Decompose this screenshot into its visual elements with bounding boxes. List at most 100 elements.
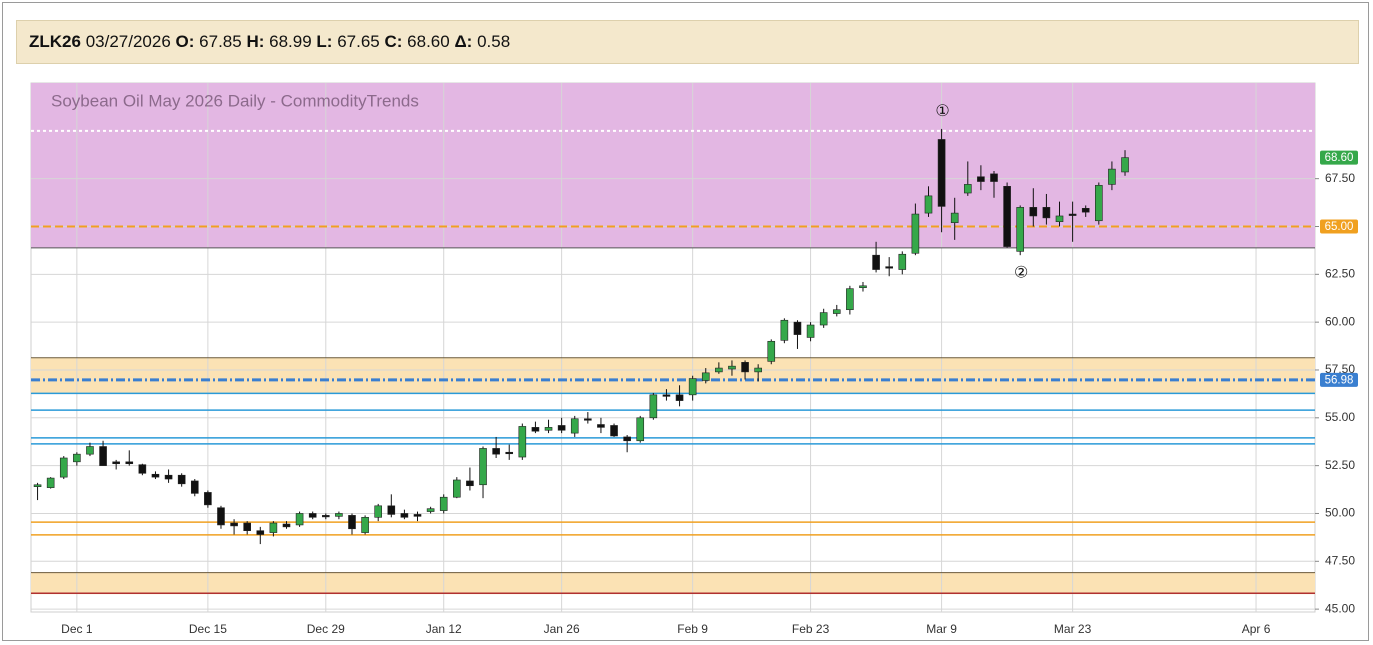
candle-body — [230, 522, 238, 527]
field-label: Δ: — [454, 32, 473, 51]
annotation: ① — [935, 103, 949, 120]
field-value: 68.60 — [407, 32, 450, 51]
candle-body — [780, 319, 789, 341]
candle-body — [466, 480, 474, 487]
candle-body — [1095, 185, 1103, 222]
candle-body — [99, 446, 107, 466]
field-label: H: — [246, 32, 265, 51]
price-label: 65.00 — [1325, 221, 1354, 233]
date: 03/27/2026 — [85, 32, 171, 51]
x-tick-label: Apr 6 — [1242, 622, 1271, 636]
candle-body — [308, 513, 317, 518]
candle-body — [1108, 168, 1116, 185]
candle-body — [321, 515, 330, 518]
candle-body — [715, 367, 723, 373]
candle-body — [649, 394, 658, 419]
candle-body — [426, 508, 435, 512]
x-tick-label: Jan 12 — [426, 622, 462, 636]
candle-body — [846, 288, 854, 311]
candle-body — [295, 513, 304, 526]
candle-body — [138, 464, 147, 474]
y-tick-label: 45.00 — [1325, 601, 1355, 615]
candle-body — [269, 522, 278, 533]
x-tick-label: Feb 23 — [792, 622, 830, 636]
field-value: 67.65 — [337, 32, 380, 51]
candle-body — [256, 530, 265, 535]
candle-body — [217, 507, 225, 526]
candle-body — [177, 474, 186, 485]
candle-body — [1068, 213, 1077, 216]
candle-body — [610, 425, 618, 437]
candle-body — [557, 425, 566, 431]
symbol: ZLK26 — [29, 32, 81, 51]
candle-body — [33, 484, 42, 487]
field-value: 0.58 — [477, 32, 511, 51]
candle-body — [767, 340, 776, 362]
candle-body — [243, 522, 251, 531]
candle-body — [59, 457, 68, 478]
candle-body — [453, 479, 461, 498]
candle-body — [819, 312, 828, 326]
candle-body — [885, 266, 893, 269]
candle-body — [754, 367, 762, 373]
candle-body — [859, 285, 867, 289]
fields: O: 67.85 H: 68.99 L: 67.65 C: 68.60 Δ: 0… — [171, 32, 511, 51]
candle-body — [963, 184, 972, 194]
candle-body — [112, 461, 120, 465]
x-tick-label: Feb 9 — [677, 622, 708, 636]
candle-body — [741, 362, 749, 373]
candle-body — [911, 213, 920, 254]
y-tick-label: 52.50 — [1325, 458, 1355, 472]
candle-body — [1081, 208, 1090, 213]
candle-body — [898, 253, 907, 270]
candle-body — [282, 523, 291, 528]
candle-body — [1003, 186, 1011, 247]
zone — [31, 572, 1315, 595]
candle-body — [413, 514, 422, 517]
candle-body — [348, 515, 356, 530]
x-tick-label: Mar 23 — [1054, 622, 1092, 636]
candle-body — [872, 254, 880, 270]
candle-body — [832, 309, 841, 314]
candle-body — [570, 418, 579, 434]
candle-body — [479, 448, 487, 486]
candle-body — [374, 505, 383, 518]
candle-body — [1055, 215, 1064, 223]
x-tick-label: Jan 26 — [544, 622, 580, 636]
y-tick-label: 47.50 — [1325, 553, 1355, 567]
field-value: 67.85 — [199, 32, 242, 51]
zone — [31, 357, 1315, 394]
y-tick-label: 55.00 — [1325, 410, 1355, 424]
field-label: O: — [175, 32, 195, 51]
candle-body — [701, 372, 710, 381]
x-tick-label: Dec 15 — [189, 622, 227, 636]
x-tick-label: Dec 29 — [307, 622, 345, 636]
y-tick-label: 50.00 — [1325, 506, 1355, 520]
candle-body — [1016, 207, 1025, 252]
quote-header: ZLK26 03/27/2026 O: 67.85 H: 68.99 L: 67… — [16, 20, 1359, 64]
candle-body — [584, 418, 592, 421]
candle-body — [806, 324, 815, 338]
candle-body — [518, 426, 527, 458]
candle-body — [492, 448, 500, 455]
annotation: ② — [1014, 264, 1028, 281]
candle-body — [793, 321, 802, 335]
candle-body — [990, 173, 998, 182]
candle-body — [86, 446, 94, 455]
candle-body — [950, 212, 959, 223]
candle-body — [531, 427, 540, 432]
candle-body — [597, 424, 605, 428]
field-label: C: — [384, 32, 403, 51]
candle-body — [977, 176, 985, 182]
candle-body — [675, 394, 684, 401]
price-label-box — [1320, 219, 1358, 234]
y-tick-label: 60.00 — [1325, 314, 1355, 328]
candle-body — [937, 139, 946, 207]
candle-body — [924, 195, 933, 214]
field-label: L: — [316, 32, 333, 51]
candle-body — [361, 516, 369, 533]
candle-body — [335, 513, 343, 517]
candle-body — [164, 474, 173, 480]
